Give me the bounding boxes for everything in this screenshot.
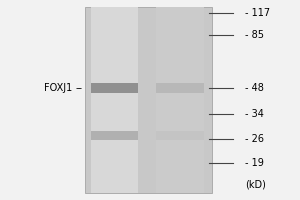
Text: - 48: - 48 — [245, 83, 264, 93]
Text: --: -- — [76, 83, 83, 93]
Bar — [85, 7, 212, 193]
Text: - 26: - 26 — [245, 134, 264, 144]
Text: FOXJ1: FOXJ1 — [44, 83, 73, 93]
Text: (kD): (kD) — [245, 180, 266, 190]
Bar — [156, 83, 203, 93]
Text: - 19: - 19 — [245, 158, 264, 168]
Bar — [156, 7, 203, 193]
Text: - 117: - 117 — [245, 8, 270, 18]
Bar — [91, 83, 138, 93]
Bar — [91, 7, 138, 193]
Bar — [91, 131, 138, 140]
Text: - 85: - 85 — [245, 30, 264, 40]
Bar — [156, 131, 203, 140]
Text: - 34: - 34 — [245, 109, 264, 119]
